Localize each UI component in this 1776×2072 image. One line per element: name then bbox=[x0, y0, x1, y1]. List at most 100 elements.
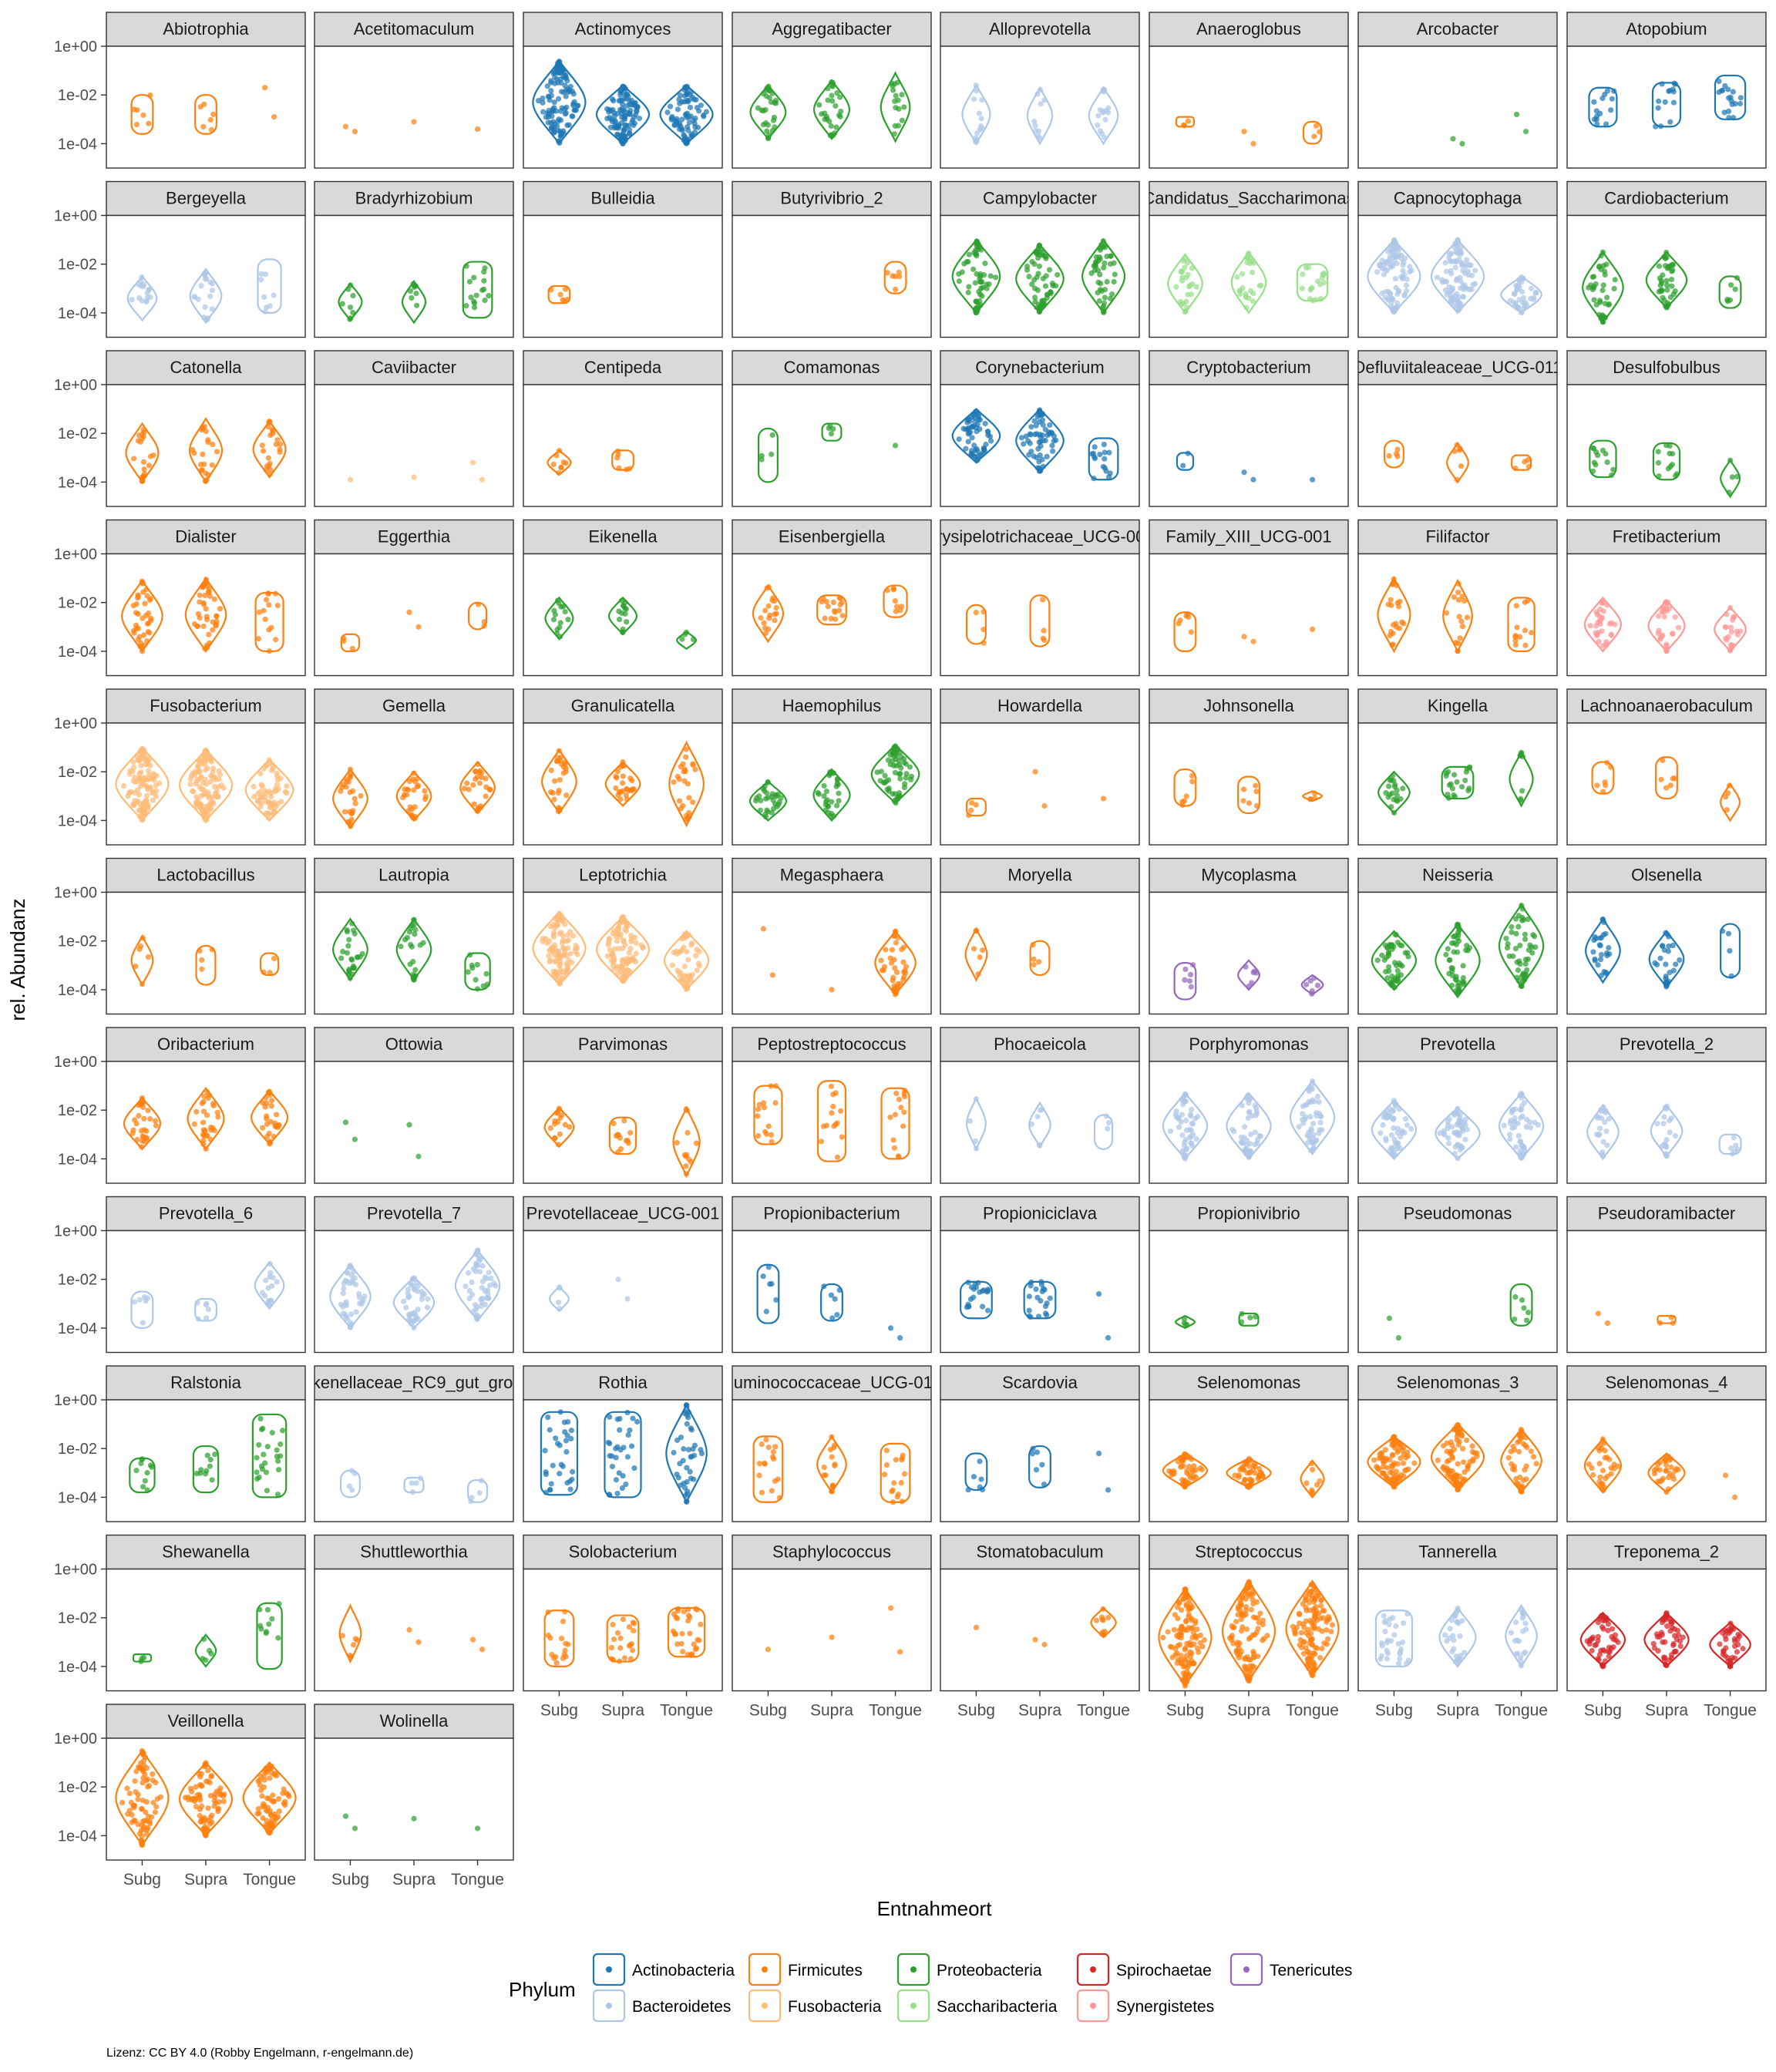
data-point bbox=[690, 762, 696, 769]
data-point bbox=[146, 462, 153, 469]
data-point bbox=[1306, 1098, 1312, 1105]
data-point bbox=[901, 1109, 907, 1115]
data-point bbox=[823, 799, 829, 805]
data-point bbox=[828, 123, 834, 130]
data-point bbox=[1596, 1125, 1603, 1132]
data-point bbox=[141, 642, 147, 648]
data-point bbox=[1393, 962, 1400, 969]
data-point bbox=[1442, 260, 1448, 266]
facet-label: Propionibacterium bbox=[763, 1204, 900, 1223]
data-point bbox=[829, 92, 835, 99]
data-point bbox=[1408, 1126, 1414, 1132]
data-point bbox=[1316, 1130, 1322, 1136]
data-point bbox=[1183, 1145, 1190, 1152]
facet-label: Prevotellaceae_UCG-001 bbox=[526, 1204, 720, 1223]
data-point bbox=[1247, 1457, 1253, 1464]
data-point bbox=[1599, 628, 1605, 634]
data-point bbox=[142, 1478, 148, 1484]
data-point bbox=[414, 302, 420, 308]
data-point bbox=[465, 969, 471, 975]
data-point bbox=[403, 792, 410, 798]
data-point bbox=[1458, 1143, 1464, 1149]
data-point bbox=[773, 604, 779, 611]
data-point bbox=[1506, 1132, 1513, 1138]
data-point bbox=[1040, 422, 1046, 428]
data-point bbox=[823, 598, 829, 605]
violin-group-tongue bbox=[257, 258, 282, 315]
violin-group-subg bbox=[951, 238, 1001, 316]
data-point bbox=[774, 803, 780, 809]
data-point bbox=[834, 1312, 840, 1318]
data-point bbox=[688, 113, 694, 119]
data-point bbox=[628, 1443, 635, 1449]
facet-panel-capnocytophaga: Capnocytophaga bbox=[1357, 180, 1558, 338]
data-point bbox=[1253, 782, 1259, 789]
data-point bbox=[683, 1106, 689, 1112]
data-point bbox=[816, 102, 822, 108]
data-point bbox=[611, 966, 617, 972]
data-point bbox=[195, 1316, 201, 1322]
data-point bbox=[264, 1113, 270, 1119]
violin-outline bbox=[1383, 439, 1404, 469]
data-point bbox=[891, 988, 897, 994]
data-point bbox=[349, 920, 355, 927]
violin-group-supra bbox=[1652, 442, 1681, 481]
data-point bbox=[270, 1274, 276, 1280]
plot-frame bbox=[1149, 891, 1349, 1015]
plot-frame bbox=[314, 553, 514, 677]
data-point bbox=[1254, 1136, 1261, 1142]
plot-frame bbox=[732, 1229, 932, 1354]
data-point bbox=[966, 425, 972, 431]
plot-frame bbox=[106, 384, 306, 507]
data-point bbox=[975, 411, 982, 418]
data-point bbox=[1451, 792, 1457, 799]
data-point bbox=[1383, 1135, 1389, 1142]
data-point bbox=[352, 800, 358, 806]
data-point bbox=[1092, 267, 1098, 274]
violin-group-tongue bbox=[892, 442, 899, 449]
data-point bbox=[619, 1485, 626, 1492]
data-point bbox=[1239, 1319, 1245, 1325]
data-point bbox=[1455, 1155, 1461, 1162]
data-point bbox=[1172, 1112, 1179, 1118]
data-point bbox=[130, 456, 137, 462]
data-point bbox=[1032, 431, 1038, 438]
violin-outline bbox=[401, 279, 427, 325]
facet-panel-butyrivibrio-2: Butyrivibrio_2 bbox=[732, 180, 932, 338]
data-point bbox=[139, 817, 146, 823]
data-point bbox=[1387, 1457, 1393, 1463]
data-point bbox=[1660, 272, 1666, 278]
data-point bbox=[1448, 267, 1454, 274]
data-point bbox=[413, 291, 419, 297]
data-point bbox=[972, 280, 979, 286]
data-point bbox=[899, 92, 905, 98]
data-point bbox=[693, 953, 699, 959]
data-point bbox=[758, 107, 765, 113]
facet-panel-comamonas: Comamonas bbox=[732, 350, 932, 507]
data-point bbox=[1590, 445, 1596, 451]
data-point bbox=[970, 1294, 977, 1300]
data-point bbox=[1458, 1119, 1464, 1125]
data-point bbox=[210, 627, 216, 633]
data-point bbox=[1250, 298, 1256, 304]
data-point bbox=[1594, 631, 1600, 637]
facet-panel-desulfobulbus: Desulfobulbus bbox=[1566, 350, 1767, 507]
data-point bbox=[560, 764, 567, 770]
data-point bbox=[837, 94, 843, 100]
data-point bbox=[771, 1456, 777, 1462]
data-point bbox=[1381, 271, 1388, 278]
data-point bbox=[412, 967, 419, 973]
data-point bbox=[254, 1469, 260, 1475]
data-point bbox=[1727, 94, 1734, 100]
data-point bbox=[187, 775, 193, 782]
data-point bbox=[1657, 123, 1664, 130]
data-point bbox=[1252, 1129, 1258, 1135]
data-point bbox=[1663, 249, 1670, 256]
facet-label: Prevotella bbox=[1420, 1034, 1496, 1054]
data-point bbox=[477, 1269, 483, 1275]
data-point bbox=[1392, 304, 1399, 311]
data-point bbox=[415, 1306, 421, 1313]
data-point bbox=[483, 793, 489, 799]
data-point bbox=[1448, 251, 1455, 257]
violin-outline bbox=[1720, 458, 1741, 499]
